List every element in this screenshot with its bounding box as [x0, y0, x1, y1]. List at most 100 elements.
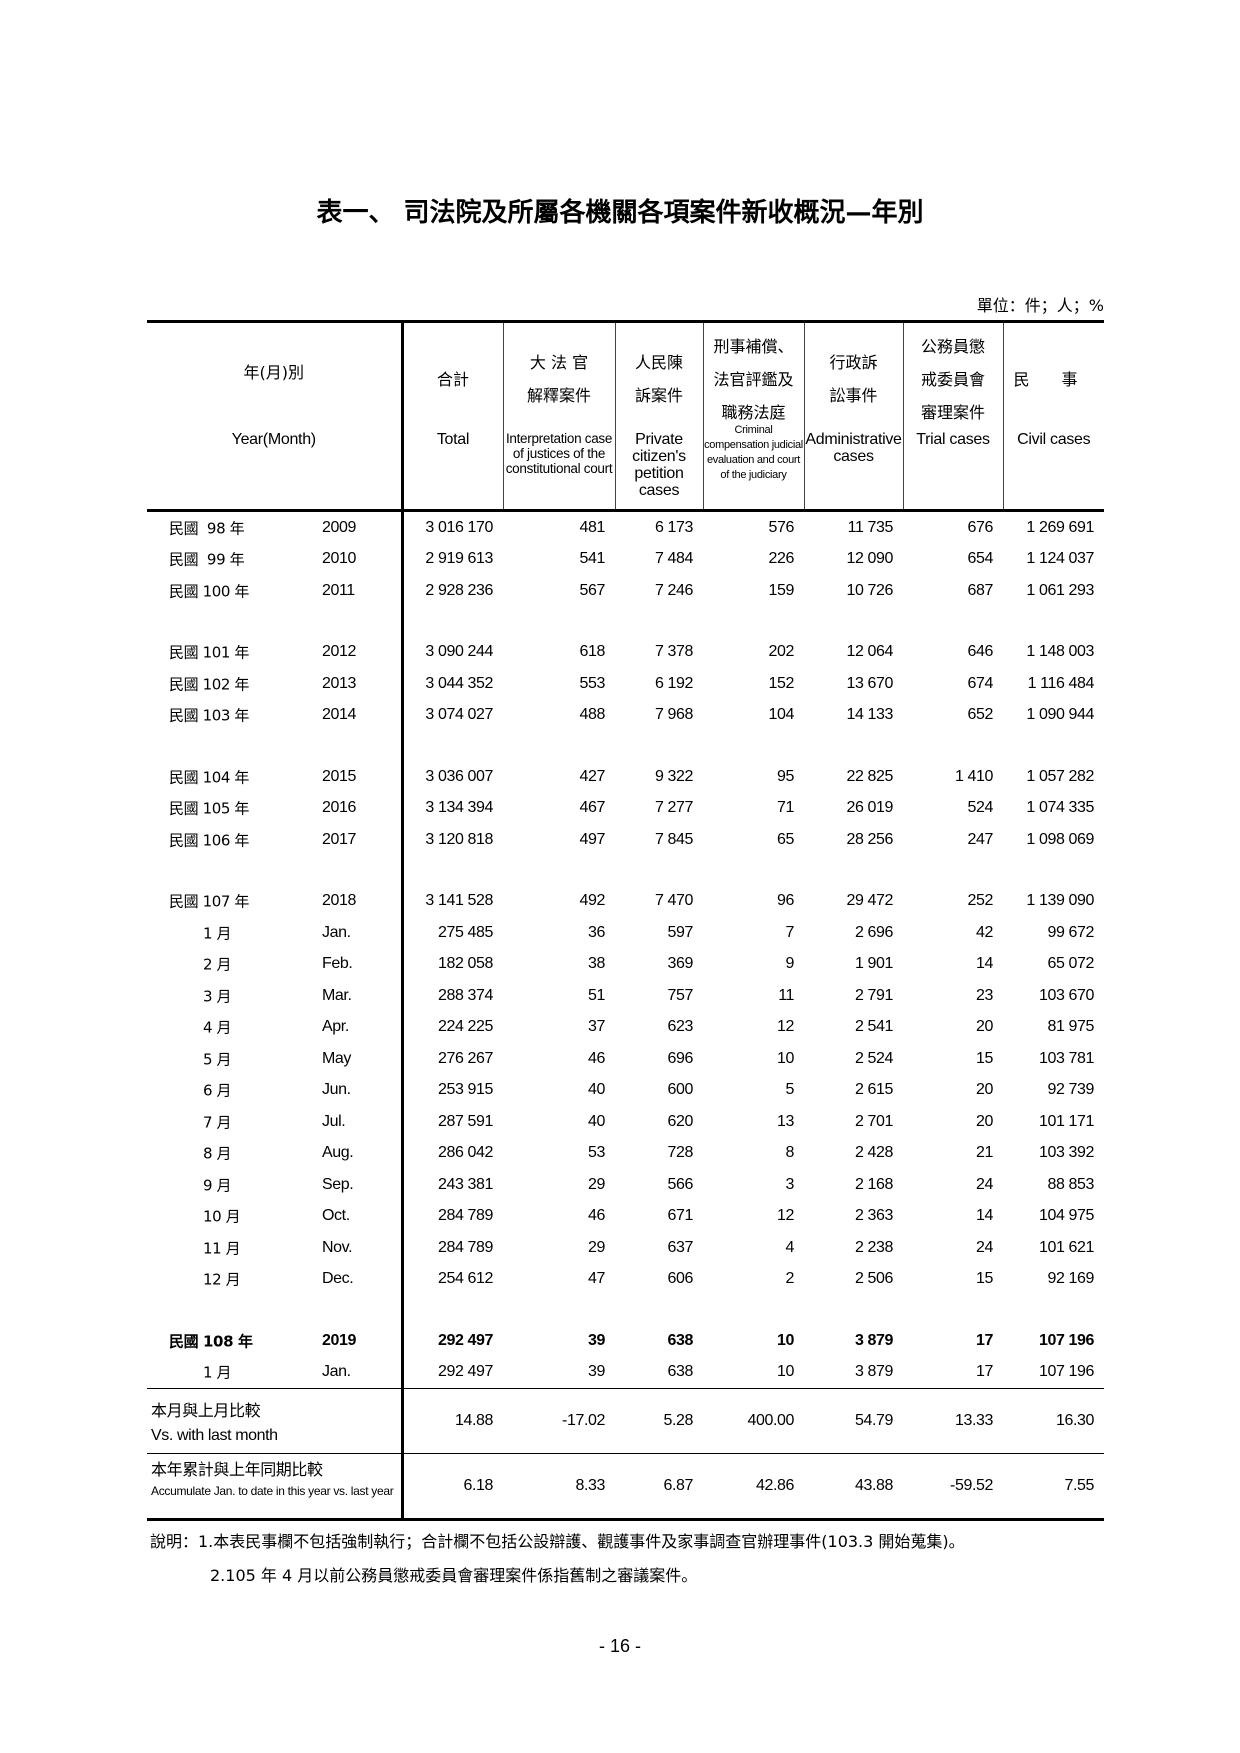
- table-cell: 284 789: [437, 1238, 493, 1256]
- table-row: 2 月 Feb. 182 058 38 369 9 1 901 14 65 072: [147, 948, 1104, 980]
- table-cell: 23: [976, 986, 993, 1004]
- table-cell: 42: [976, 923, 993, 941]
- row-label-en: Aug.: [322, 1144, 354, 1162]
- table-cell: 427: [579, 767, 606, 785]
- table-cell: 107 196: [1038, 1331, 1094, 1349]
- row-label-en: Jan.: [322, 1363, 351, 1381]
- row-label-zh: 民國 101 年: [169, 643, 249, 662]
- row-label-zh: 民國 100 年: [169, 582, 249, 601]
- table-cell: 606: [667, 1270, 694, 1288]
- table-cell: 288 374: [437, 986, 493, 1004]
- row-label: 2 月 Feb.: [147, 948, 404, 980]
- row-label: 民國 99 年 2010: [147, 543, 404, 575]
- row-label: 民國 100 年 2011: [147, 575, 404, 607]
- table-cell: -17.02: [503, 1388, 615, 1454]
- column-header-en: Interpretation case of justices of the c…: [505, 431, 613, 476]
- row-label: 民國 107 年 2018: [147, 885, 404, 917]
- table-cell: 696: [667, 1049, 694, 1067]
- table-row: 民國 103 年 2014 3 074 027 488 7 968 104 14 133 65…: [147, 699, 1104, 731]
- table-cell: 20: [976, 1018, 993, 1036]
- column-header: 大 法 官 解釋案件 Interpretation case of justice…: [502, 320, 615, 512]
- row-label-en: 2012: [322, 643, 356, 661]
- row-label-zh: 1 月: [203, 924, 232, 943]
- table-cell: 1 074 335: [1026, 799, 1094, 817]
- table-cell: 6 192: [654, 674, 693, 692]
- table-cell: 24: [976, 1175, 993, 1193]
- table-cell: 646: [967, 643, 994, 661]
- column-header: 人民陳 訴案件 Private citizen's petition cases: [614, 320, 703, 512]
- table-cell: 276 267: [437, 1049, 493, 1067]
- table-cell: 28 256: [846, 830, 893, 848]
- table-row: 民國 102 年 2013 3 044 352 553 6 192 152 13 670 67…: [147, 668, 1104, 700]
- row-label-zh: 5 月: [203, 1050, 232, 1069]
- table-row: 民國 101 年 2012 3 090 244 618 7 378 202 12 064 64…: [147, 636, 1104, 668]
- row-label-en: Dec.: [322, 1270, 354, 1288]
- table-cell: 287 591: [437, 1112, 493, 1130]
- table-row: 民國 105 年 2016 3 134 394 467 7 277 71 26 019 524…: [147, 792, 1104, 824]
- row-label: 3 月 Mar.: [147, 980, 404, 1012]
- table-row: 12 月 Dec. 254 612 47 606 2 2 506 15 92 169: [147, 1263, 1104, 1295]
- table-cell: 284 789: [437, 1207, 493, 1225]
- row-label-en: 2014: [322, 706, 356, 724]
- table-cell: 275 485: [437, 923, 493, 941]
- page-title: 表一、 司法院及所屬各機關各項案件新收概況—年別: [316, 198, 924, 228]
- table-cell: 1 139 090: [1026, 892, 1094, 910]
- table-cell: 2 701: [854, 1112, 893, 1130]
- row-label-en: 2015: [322, 767, 356, 785]
- spacer-row: [147, 1295, 1104, 1325]
- table-cell: 3 120 818: [425, 830, 493, 848]
- table-cell: 17: [976, 1331, 993, 1349]
- table-cell: 7 845: [654, 830, 693, 848]
- table-cell: 1 116 484: [1027, 674, 1095, 692]
- table-cell: 254 612: [437, 1270, 493, 1288]
- table-header-row: 年(月)別 Year(Month) 合計 Total 大 法 官 解釋案件 Interpr…: [147, 320, 1104, 512]
- table-cell: 286 042: [437, 1144, 493, 1162]
- table-cell: 253 915: [437, 1081, 493, 1099]
- table-cell: 292 497: [437, 1331, 493, 1349]
- table-cell: 2 928 236: [425, 581, 493, 599]
- row-label-en: Feb.: [322, 955, 353, 973]
- column-header-zh: 公務員懲 戒委員會 審理案件: [920, 336, 985, 422]
- row-label-zh: 11 月: [203, 1239, 241, 1258]
- row-label-zh: 民國 104 年: [169, 768, 249, 787]
- row-label-en: Vs. with last month: [151, 1427, 278, 1444]
- row-label-zh: 民國 99 年: [169, 550, 245, 569]
- table-cell: 92 169: [1047, 1270, 1094, 1288]
- table-cell: 3 044 352: [425, 674, 493, 692]
- column-header-en: Criminal compensation judicial evaluatio…: [704, 424, 803, 481]
- row-label-zh: 本年累計與上年同期比較: [151, 1460, 323, 1479]
- table-cell: 7 277: [654, 799, 693, 817]
- table-row: 5 月 May 276 267 46 696 10 2 524 15 103 781: [147, 1043, 1104, 1075]
- column-header-zh: 行政訴 訟事件: [829, 353, 878, 405]
- table-row: 10 月 Oct. 284 789 46 671 12 2 363 14 104 975: [147, 1200, 1104, 1232]
- column-header-en: Year(Month): [231, 431, 316, 448]
- row-label: 民國 103 年 2014: [147, 699, 404, 731]
- row-label-zh: 4 月: [203, 1018, 232, 1037]
- table-cell: 481: [579, 518, 606, 536]
- column-header-zh: 刑事補償、 法官評鑑及 職務法庭: [713, 336, 794, 422]
- row-label-zh: 6 月: [203, 1081, 232, 1100]
- row-label-zh: 民國 105 年: [169, 799, 249, 818]
- table-cell: 620: [667, 1112, 694, 1130]
- table-cell: 12: [777, 1207, 794, 1225]
- table-cell: 29: [588, 1238, 605, 1256]
- table-cell: 29: [588, 1175, 605, 1193]
- row-label: 本年累計與上年同期比較 Accumulate Jan. to date in th…: [147, 1453, 404, 1521]
- table-cell: 5.28: [615, 1388, 703, 1454]
- spacer-row: [147, 731, 1104, 761]
- row-label-en: 2019: [322, 1331, 356, 1349]
- row-label-zh: 1 月: [203, 1363, 232, 1382]
- table-cell: 10 726: [846, 581, 893, 599]
- column-header-en: Private citizen's petition cases: [632, 431, 686, 499]
- table-cell: 671: [667, 1207, 694, 1225]
- column-header-zh: 民 事: [1013, 369, 1078, 389]
- comparison-row: 本月與上月比較 Vs. with last month 14.88 -17.02 5.2…: [147, 1388, 1104, 1454]
- column-header-zh: 合計: [436, 369, 469, 389]
- table-cell: 2 541: [854, 1018, 893, 1036]
- table-cell: 7.55: [1003, 1453, 1104, 1521]
- row-label-en: 2016: [322, 799, 356, 817]
- spacer-row: [147, 855, 1104, 886]
- table-cell: 101 171: [1038, 1112, 1094, 1130]
- table-cell: 6 173: [654, 518, 693, 536]
- table-cell: 10: [777, 1049, 794, 1067]
